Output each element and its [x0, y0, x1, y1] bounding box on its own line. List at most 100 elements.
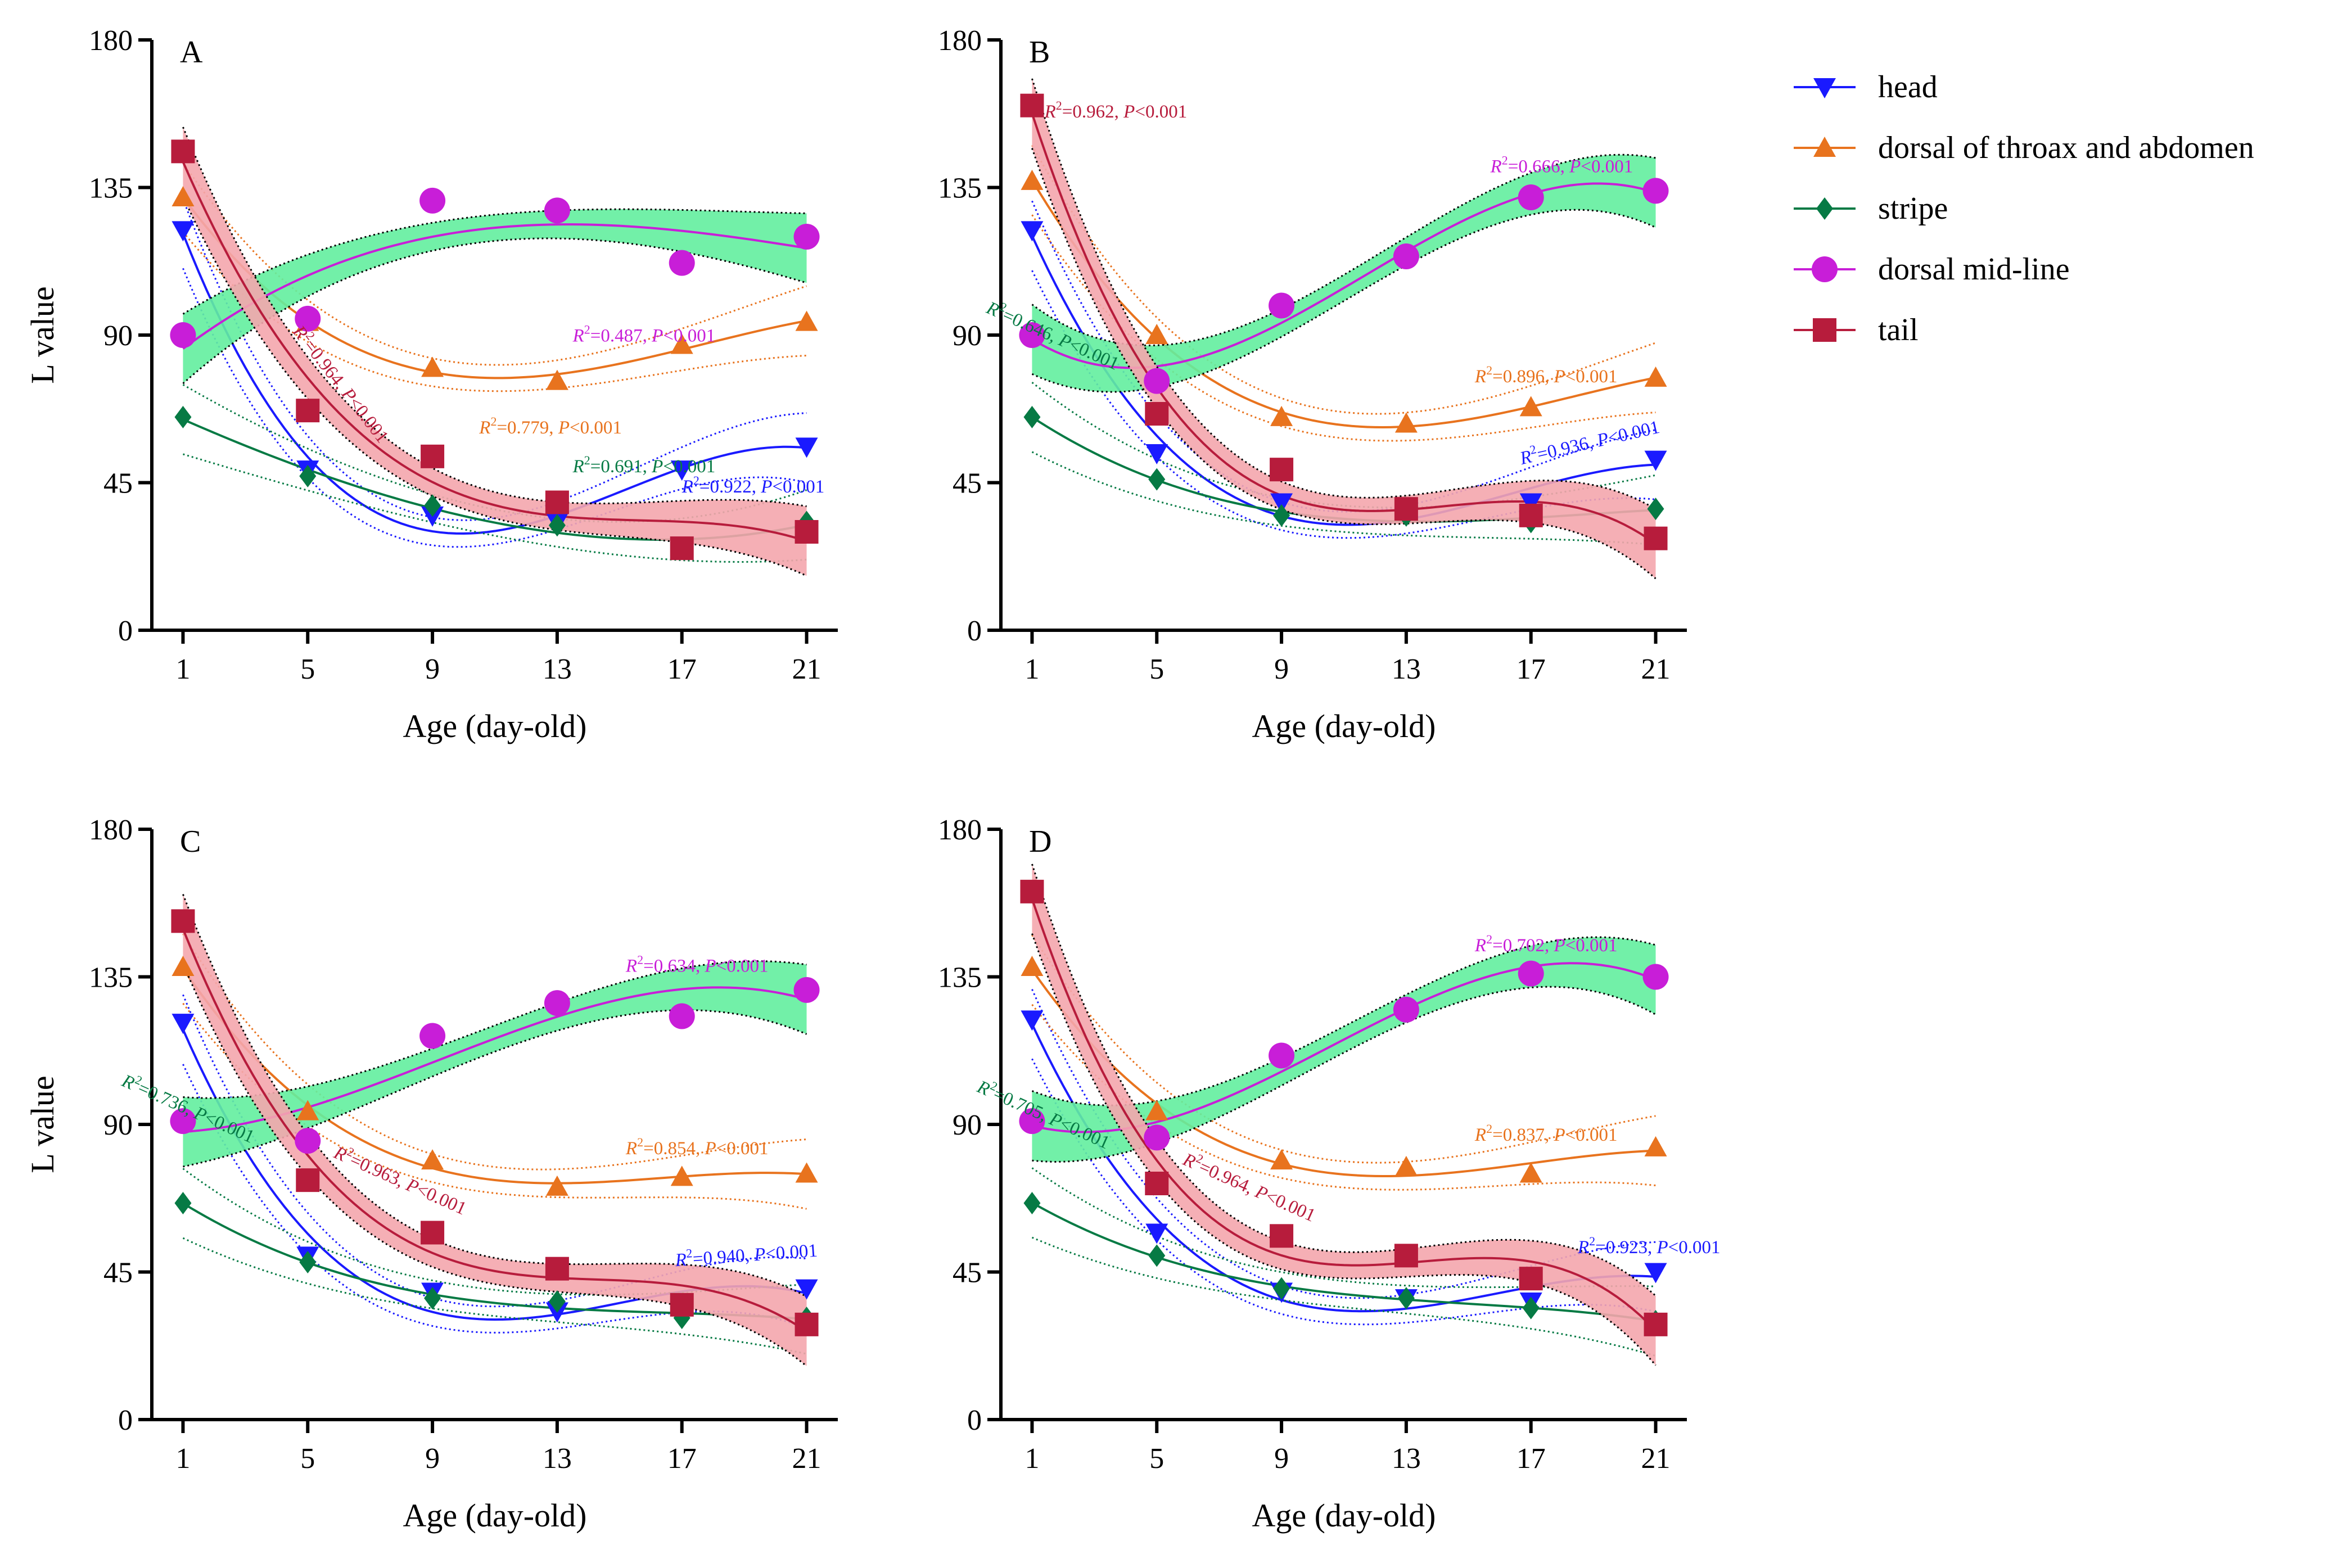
dorsal-point [171, 956, 195, 976]
tail-ci-lower [182, 196, 807, 577]
dorsal-r2-annotation: R2=0.896, P<0.001 [1474, 363, 1618, 387]
x-tick-label: 21 [792, 653, 822, 685]
stripe-point [1023, 1192, 1041, 1214]
stripe-point [1397, 1287, 1415, 1310]
midline-point [1393, 996, 1419, 1023]
tail-fit-line [1031, 898, 1657, 1332]
tail-point [171, 139, 195, 164]
x-tick-label: 17 [667, 1443, 697, 1475]
dorsal-point [1145, 324, 1168, 344]
legend-marker [1813, 318, 1836, 342]
dorsal-point [670, 1165, 693, 1186]
stripe-point [424, 494, 441, 517]
dorsal-point [1270, 405, 1293, 426]
x-tick-label: 5 [1149, 653, 1164, 685]
panel-c: 0 45 90 135 180 1 5 9 13 17 21 Age (day-old) L value… [24, 814, 838, 1534]
head-point [1021, 221, 1044, 242]
stripe-point [299, 1251, 317, 1273]
dorsal-point [545, 369, 568, 390]
tail-point [670, 536, 694, 561]
tail-point [1519, 1267, 1543, 1291]
panel-letter: D [1029, 824, 1051, 859]
x-tick-label: 13 [1392, 1443, 1421, 1475]
tail-fit-line [182, 928, 807, 1332]
tail-fit-line [182, 161, 807, 543]
y-tick-label: 180 [89, 25, 133, 57]
x-tick-label: 1 [175, 653, 190, 685]
y-tick-label: 45 [103, 1257, 133, 1289]
y-tick-label: 0 [118, 615, 133, 647]
head-point [1644, 450, 1667, 471]
midline-point [1518, 960, 1544, 987]
midline-point [793, 977, 820, 1003]
legend: head dorsal of throax and abdomen stripe do… [1794, 70, 2254, 347]
x-tick-label: 17 [1516, 653, 1546, 685]
head-point [171, 221, 195, 242]
x-tick-label: 21 [792, 1443, 822, 1475]
stripe-point [1273, 1277, 1290, 1300]
stripe-ci-lower [1031, 1236, 1656, 1357]
x-axis-title: Age (day-old) [1252, 1497, 1436, 1534]
stripe-point [1273, 504, 1290, 527]
tail-point [795, 520, 819, 544]
head-ci-lower [1031, 1058, 1656, 1326]
panel-b: 0 45 90 135 180 1 5 9 13 17 21 Age (day-old) B R2=0.9… [938, 25, 1687, 744]
tail-point [1020, 879, 1044, 903]
midline-point [1144, 368, 1170, 394]
midline-r2-annotation: R2=0.634, P<0.001 [625, 953, 769, 977]
dorsal-point [1519, 396, 1542, 417]
midline-confidence-band [1032, 937, 1656, 1162]
x-tick-label: 1 [175, 1443, 190, 1475]
legend-label: tail [1878, 313, 1919, 347]
midline-ci-upper [183, 960, 807, 1099]
stripe-ci-upper [182, 1168, 807, 1296]
legend-label: dorsal mid-line [1878, 252, 2070, 287]
stripe-point [548, 514, 566, 537]
legend-label: stripe [1878, 191, 1948, 226]
stripe-point [299, 464, 317, 487]
stripe-fit-line [1031, 1201, 1656, 1322]
head-point [1145, 1223, 1168, 1244]
midline-ci-lower [182, 237, 807, 385]
stripe-point [548, 1290, 566, 1313]
legend-item-midline: dorsal mid-line [1794, 252, 2070, 287]
y-tick-label: 135 [89, 173, 133, 205]
dorsal-fit-line [1031, 969, 1656, 1177]
y-tick-label: 135 [938, 962, 982, 994]
dorsal-point [421, 356, 444, 377]
head-r2-annotation: R2=0.936, P<0.001 [1516, 414, 1662, 469]
y-tick-label: 90 [953, 320, 982, 352]
midline-point [793, 224, 820, 250]
stripe-ci-lower [182, 1237, 807, 1355]
dorsal-fit-line [1031, 179, 1656, 428]
legend-item-dorsal: dorsal of throax and abdomen [1794, 130, 2254, 165]
y-tick-label: 45 [953, 468, 982, 500]
midline-confidence-band [1032, 155, 1656, 392]
y-tick-label: 45 [103, 468, 133, 500]
panel-letter: B [1029, 35, 1050, 70]
midline-point [1518, 184, 1544, 210]
dorsal-r2-annotation: R2=0.837, P<0.001 [1474, 1122, 1618, 1145]
tail-point [421, 1221, 445, 1245]
panel-a: 0 45 90 135 180 1 5 9 13 17 21 Age (day-old) L value… [24, 25, 838, 744]
midline-point [544, 197, 570, 224]
midline-confidence-band [183, 209, 807, 384]
x-tick-label: 9 [425, 653, 440, 685]
dorsal-point [795, 1162, 818, 1183]
dorsal-point [1519, 1162, 1542, 1183]
tail-point [1145, 402, 1169, 426]
midline-point [669, 250, 695, 276]
x-tick-label: 13 [543, 1443, 572, 1475]
midline-point [1642, 964, 1669, 990]
midline-r2-annotation: R2=0.702, P<0.001 [1474, 932, 1618, 956]
midline-point [295, 1128, 321, 1154]
head-ci-upper [1031, 989, 1656, 1299]
tail-point [296, 399, 320, 423]
dorsal-ci-upper [182, 162, 807, 366]
stripe-point [1023, 405, 1041, 428]
y-tick-label: 180 [938, 814, 982, 846]
x-tick-label: 9 [1274, 1443, 1289, 1475]
stripe-fit-line [182, 1202, 807, 1321]
x-tick-label: 5 [300, 653, 315, 685]
head-point [670, 460, 693, 481]
